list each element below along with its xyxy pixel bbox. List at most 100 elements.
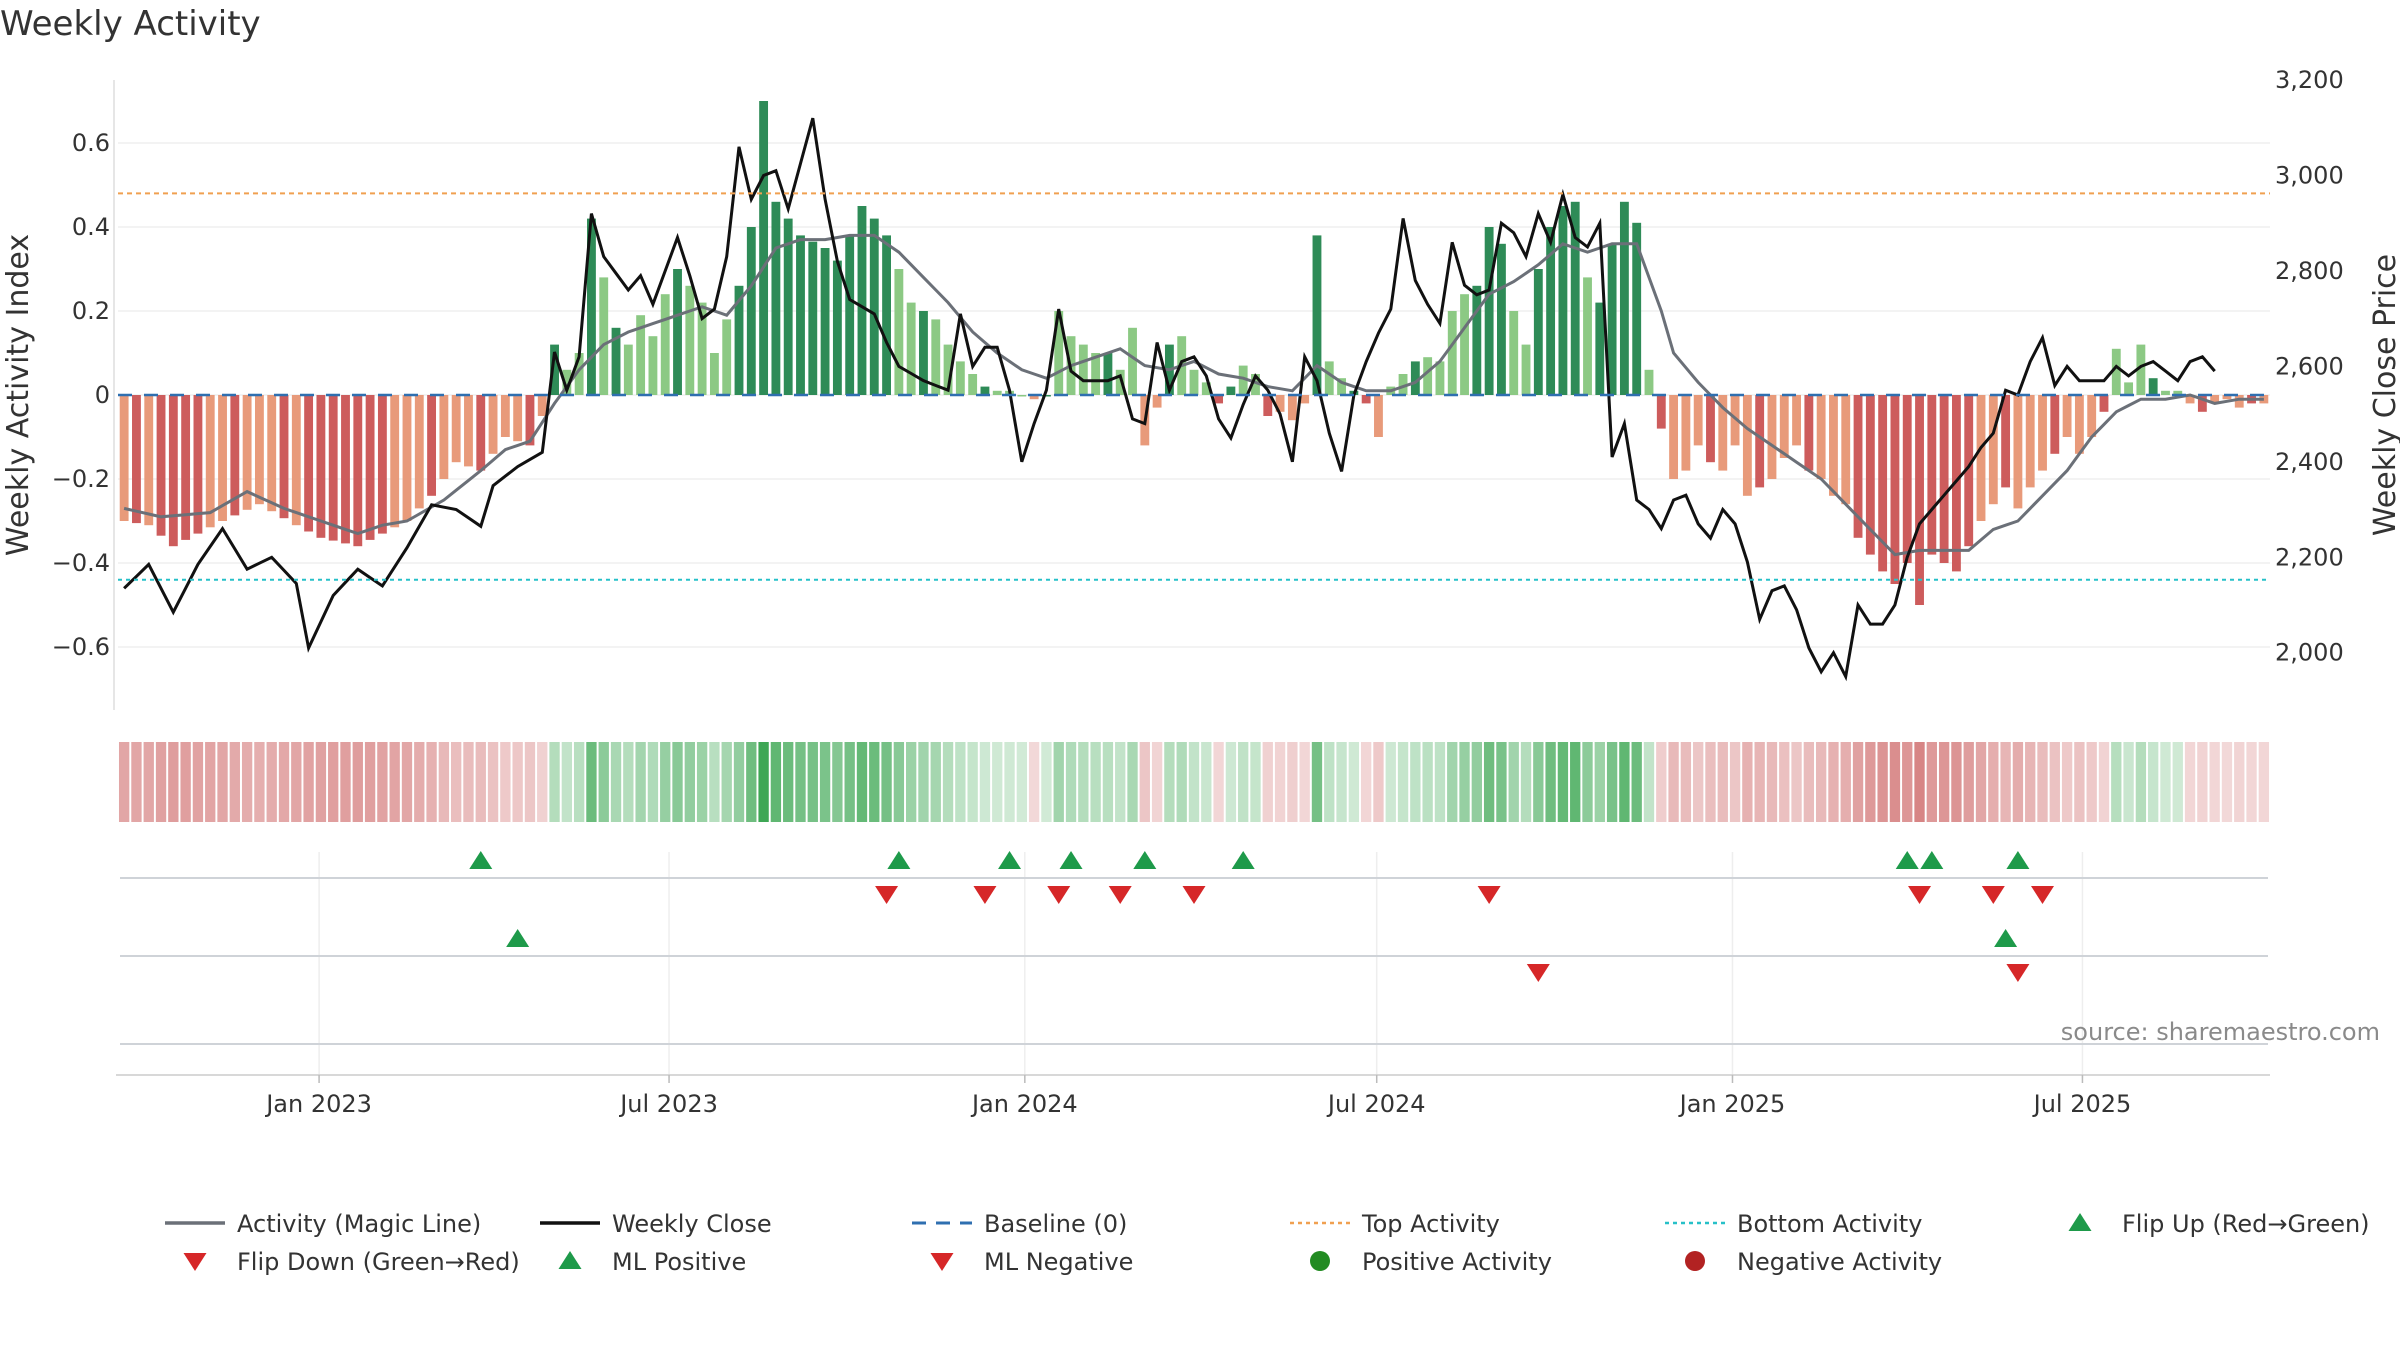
y-tick-label: 0.4: [72, 213, 110, 241]
activity-bar: [2234, 395, 2244, 408]
heatstrip-cell: [2098, 742, 2110, 822]
legend-label: Positive Activity: [1362, 1248, 1552, 1276]
activity-bar: [513, 395, 523, 442]
heatstrip-cell: [1188, 742, 1200, 822]
activity-bar: [1287, 395, 1297, 421]
heatstrip-cell: [155, 742, 167, 822]
heatstrip-cell: [647, 742, 659, 822]
legend-swatch-circle: [1310, 1251, 1330, 1271]
activity-bar: [1730, 395, 1740, 446]
heatstrip-cell: [475, 742, 486, 822]
activity-bar: [931, 319, 941, 395]
legend-item: Bottom Activity: [1665, 1210, 1922, 1238]
activity-bar: [1497, 243, 1506, 395]
activity-bar: [574, 353, 584, 395]
activity-bar: [1423, 357, 1433, 395]
heatstrip-cell: [1102, 742, 1114, 822]
y2-tick-label: 2,400: [2275, 448, 2344, 476]
activity-bar: [599, 277, 609, 395]
heatstrip-cell: [1373, 742, 1384, 822]
y-tick-label: 0.6: [72, 129, 110, 157]
activity-bar: [2050, 395, 2060, 454]
weekly-close-line: [123, 117, 2216, 682]
series-lines: [123, 117, 2264, 682]
heatstrip-cell: [2160, 742, 2171, 822]
activity-bar: [2210, 395, 2220, 404]
activity-bar: [673, 269, 682, 395]
heatstrip-cell: [1926, 742, 1937, 822]
activity-bar: [1509, 311, 1519, 395]
y2-tick-label: 3,000: [2275, 161, 2344, 189]
heatstrip-cell: [1447, 742, 1458, 822]
heatstrip-cell: [524, 742, 536, 822]
activity-bar: [2013, 395, 2023, 509]
heatstrip-cell: [1520, 742, 1532, 822]
activity-bar: [1644, 369, 1654, 395]
activity-bar: [341, 395, 350, 544]
activity-bar: [722, 319, 732, 395]
heatstrip-cell: [2234, 742, 2245, 822]
heatstrip-cell: [1348, 742, 1360, 822]
activity-bar: [1816, 395, 1826, 479]
heatstrip-cell: [2012, 742, 2024, 822]
activity-bar: [2099, 395, 2109, 412]
heatstrip-cell: [1385, 742, 1396, 822]
legend-item: Weekly Close: [540, 1210, 772, 1238]
activity-bar: [500, 395, 510, 437]
heatstrip-cell: [1176, 742, 1187, 822]
x-tick-label: Jul 2024: [1326, 1090, 1426, 1118]
heatstrip-cell: [1693, 742, 1704, 822]
legend-label: Bottom Activity: [1737, 1210, 1922, 1238]
heatstrip-cell: [2074, 742, 2085, 822]
legend-item: Negative Activity: [1685, 1248, 1942, 1276]
activity-bar: [783, 218, 793, 395]
legend-swatch-circle: [1685, 1251, 1705, 1271]
legend-label: Top Activity: [1361, 1210, 1500, 1238]
activity-bar: [1951, 395, 1961, 572]
activity-bar: [894, 269, 904, 395]
y2-tick-label: 2,200: [2275, 543, 2344, 571]
heatstrip-cell: [955, 742, 966, 822]
activity-bar: [1779, 395, 1789, 458]
activity-bar: [132, 395, 141, 524]
activity-bar: [1706, 395, 1715, 463]
heatstrip-cell: [180, 742, 191, 822]
legend-swatch-down-triangle: [183, 1253, 207, 1271]
x-tick-label: Jan 2023: [264, 1090, 372, 1118]
activity-bar: [2087, 395, 2097, 437]
heatstrip-cell: [1840, 742, 1851, 822]
legend-label: ML Negative: [984, 1248, 1133, 1276]
activity-bar: [304, 395, 314, 532]
legend-item: Flip Down (Green→Red): [183, 1248, 520, 1276]
heatstrip-cell: [2184, 742, 2196, 822]
activity-bar: [353, 395, 363, 547]
activity-bar: [2111, 348, 2121, 395]
activity-bar: [550, 344, 559, 395]
activity-bar: [1865, 395, 1875, 555]
reference-lines: [118, 192, 2270, 581]
activity-bar: [1902, 395, 1912, 563]
y2-tick-label: 3,200: [2275, 66, 2344, 94]
activity-bar: [1029, 395, 1039, 400]
heatstrip-cell: [746, 742, 757, 822]
heatstrip-cell: [1619, 742, 1630, 822]
heatstrip-cell: [1656, 742, 1667, 822]
legend-item: Activity (Magic Line): [165, 1210, 481, 1238]
heatstrip-cell: [1766, 742, 1778, 822]
heatstrip-cell: [844, 742, 855, 822]
activity-bar: [2124, 382, 2134, 395]
activity-bar: [587, 218, 596, 395]
activity-bar: [1275, 395, 1285, 412]
legend-swatch-down-triangle: [930, 1253, 954, 1271]
activity-bar: [1656, 395, 1666, 429]
legend-swatch-up-triangle: [558, 1251, 582, 1269]
activity-bar: [1447, 311, 1457, 395]
legend-item: Top Activity: [1290, 1210, 1500, 1238]
activity-bar: [1152, 395, 1162, 408]
activity-bar: [1841, 395, 1851, 505]
heatstrip-cell: [1164, 742, 1175, 822]
heatstrip-cell: [1028, 742, 1040, 822]
heatstrip-cell: [2086, 742, 2097, 822]
heatstrip-cell: [487, 742, 499, 822]
heatstrip-cell: [1065, 742, 1077, 822]
